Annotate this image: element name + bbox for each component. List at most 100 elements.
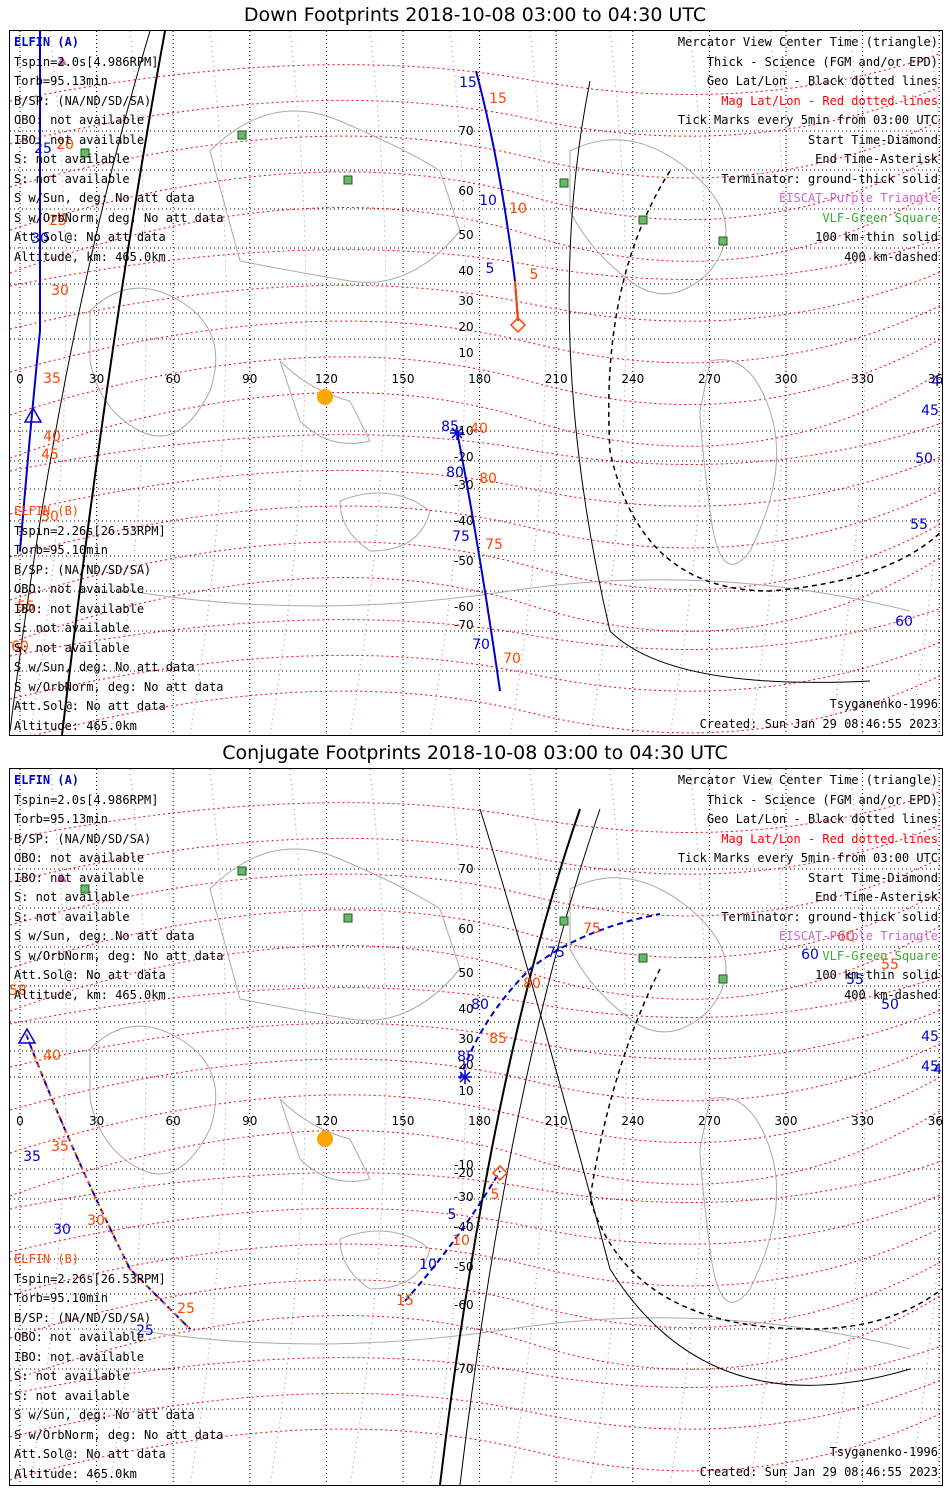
mag-lat-line xyxy=(10,489,942,558)
legend-entry: EISCAT-Purple Triangle xyxy=(779,191,938,205)
track-a-tick-label: 45 xyxy=(921,1029,939,1045)
lon-tick-label: 0 xyxy=(16,372,24,386)
info-line: Tspin=2.26s[26.53RPM] xyxy=(14,1271,166,1286)
track-b-tick-label: 60 xyxy=(11,639,29,655)
elfin-b-info: ELFIN (B) Tspin=2.26s[26.53RPM] Torb=95.10… xyxy=(14,502,224,735)
terminator-100km-line xyxy=(459,808,601,1485)
mag-lat-line xyxy=(10,556,942,644)
lon-tick-label: 300 xyxy=(775,1114,798,1128)
satellite-name: ELFIN (A) xyxy=(14,773,80,787)
elfin-a-info: ELFIN (A) Tspin=2.0s[4.986RPM] Torb=95.13m… xyxy=(14,771,224,1005)
lat-tick-label: 20 xyxy=(458,320,473,334)
lat-tick-label: -60 xyxy=(454,1298,474,1312)
legend-entry: 100 km-thin solid xyxy=(815,968,938,982)
mag-lon-line xyxy=(429,769,467,1485)
info-line: Tspin=2.26s[26.53RPM] xyxy=(14,523,166,538)
legend: Mercator View Center Time (triangle) Thic… xyxy=(678,33,938,267)
track-b-tick-label: 35 xyxy=(43,371,61,387)
track-a-tick-label: 5 xyxy=(486,261,495,277)
lon-tick-label: 150 xyxy=(392,372,415,386)
vlf-square-icon xyxy=(559,916,569,926)
mag-lat-line xyxy=(10,270,942,330)
mag-lat-line xyxy=(10,52,942,102)
end-time-asterisk-icon xyxy=(450,426,464,440)
satellite-name: ELFIN (A) xyxy=(14,35,80,49)
info-line: Att.Sol@: No att data xyxy=(14,968,166,982)
map-canvas: 0 30 60 90 120 150 180 210 240 270 300 330 360 70 60 50… xyxy=(10,769,942,1485)
track-b-tick-label: 58 xyxy=(10,983,27,999)
mag-lat-line xyxy=(10,304,942,373)
lon-tick-label: 360 xyxy=(928,372,942,386)
lat-tick-label: 70 xyxy=(458,124,473,138)
lon-tick-label: 120 xyxy=(315,372,338,386)
elfin-a-info: ELFIN (A) Tspin=2.0s[4.986RPM] Torb=95.13m… xyxy=(14,33,224,267)
created-label: Created: Sun Jan 29 08:46:55 2023 xyxy=(699,717,938,731)
track-b-tick-label: 5 xyxy=(491,1187,500,1203)
legend-entry: Tick Marks every 5min from 03:00 UTC xyxy=(677,113,938,127)
coastline xyxy=(209,110,461,283)
lat-tick-label: -50 xyxy=(454,1260,474,1274)
track-b-tick-label: 80 xyxy=(523,976,541,992)
track-b-tick-label: 30 xyxy=(87,1213,105,1229)
track-b-tick-label: 70 xyxy=(503,651,521,667)
coastline xyxy=(129,1317,911,1350)
info-line: S w/OrbNorm, deg: No att data xyxy=(14,1427,224,1442)
mag-lat-line xyxy=(10,924,942,1012)
elfin-b-track xyxy=(514,280,519,322)
legend-entry: 400 km-dashed xyxy=(844,987,938,1002)
info-line: Att.Sol@: No att data xyxy=(14,1447,166,1461)
lon-tick-label: 60 xyxy=(166,1114,181,1128)
track-b-tick-label: 5 xyxy=(530,267,539,283)
model-label: Tsyganenko-1996 xyxy=(829,697,938,711)
elfin-a-track xyxy=(404,1170,501,1302)
track-a-tick-label: 70 xyxy=(472,637,490,653)
legend: Mercator View Center Time (triangle) Thic… xyxy=(678,771,938,1005)
mag-lon-line xyxy=(749,769,787,1485)
lat-tick-label: 40 xyxy=(458,1002,473,1016)
mag-lon-line xyxy=(909,769,942,1485)
lat-tick-label: 50 xyxy=(458,228,473,242)
lat-tick-label: 30 xyxy=(458,1032,473,1046)
terminator-100km-line xyxy=(568,80,871,683)
lon-tick-label: 330 xyxy=(851,1114,874,1128)
mag-lat-line xyxy=(10,119,942,188)
center-time-triangle-icon xyxy=(17,1027,37,1044)
sun-icon xyxy=(317,389,333,405)
info-line: S w/Sun, deg: No att data xyxy=(14,1408,195,1422)
info-line: S: not available xyxy=(14,640,130,655)
info-line: S w/OrbNorm, deg: No att data xyxy=(14,210,224,225)
mag-lat-line xyxy=(10,1193,942,1253)
lat-tick-label: 60 xyxy=(458,184,473,198)
start-time-diamond-icon xyxy=(509,316,527,334)
mag-lon-line xyxy=(669,769,707,1485)
lat-tick-label: 50 xyxy=(458,966,473,980)
info-line: Torb=95.10min xyxy=(14,1291,108,1305)
lat-tick-label: 30 xyxy=(458,294,473,308)
lon-tick-label: 210 xyxy=(545,372,568,386)
mag-lon-line xyxy=(669,31,707,735)
track-a-tick-label: 25 xyxy=(34,141,52,157)
coastline xyxy=(129,579,911,612)
track-a-tick-label: 75 xyxy=(452,529,470,545)
track-b-tick-label: 10 xyxy=(509,201,527,217)
mag-lat-line xyxy=(10,857,942,926)
info-line: B/SP: (NA/ND/SD/SA) xyxy=(14,93,152,108)
track-b-tick-label: 60 xyxy=(837,929,855,945)
legend-entry: End Time-Asterisk xyxy=(815,890,938,904)
info-line: B/SP: (NA/ND/SD/SA) xyxy=(14,1310,152,1325)
mag-lat-line xyxy=(10,422,942,472)
legend-entry: Mercator View Center Time (triangle) xyxy=(677,35,938,49)
sun-icon xyxy=(317,1131,333,1147)
lon-tick-label: 30 xyxy=(89,1114,104,1128)
track-a-tick-label: 5 xyxy=(448,1207,457,1223)
info-line: IBO: not available xyxy=(14,132,145,147)
lon-tick-label: 60 xyxy=(166,372,181,386)
track-b-tick-label: 10 xyxy=(452,1233,470,1249)
created-label: Created: Sun Jan 29 08:46:55 2023 xyxy=(699,1465,938,1479)
lat-tick-label: -20 xyxy=(454,450,474,464)
info-line: Tspin=2.0s[4.986RPM] xyxy=(14,54,159,69)
terminator-100km-line xyxy=(479,808,911,1386)
mag-lat-line xyxy=(10,1227,942,1296)
down-footprints-map: 0 30 60 90 120 150 180 210 240 270 300 330 360 70 60 50… xyxy=(9,30,943,736)
lat-tick-label: -40 xyxy=(454,514,474,528)
